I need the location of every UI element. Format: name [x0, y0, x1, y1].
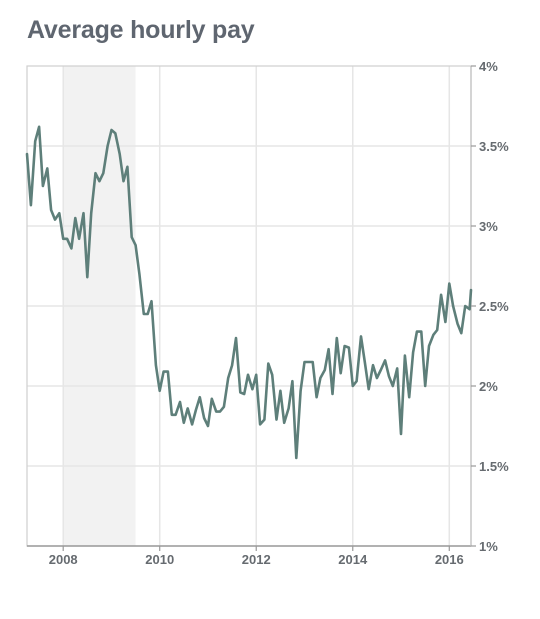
series-line	[25, 125, 473, 460]
y-tick-label: 2%	[479, 379, 498, 394]
y-tick-label: 3%	[479, 219, 498, 234]
x-tick-label: 2010	[145, 552, 174, 567]
x-tick-label: 2012	[242, 552, 271, 567]
x-tick-label: 2008	[49, 552, 78, 567]
y-tick-label: 2.5%	[479, 299, 509, 314]
x-tick-label: 2014	[338, 552, 368, 567]
y-tick-label: 1%	[479, 539, 498, 554]
chart-title: Average hourly pay	[27, 16, 255, 44]
x-tick-label: 2016	[435, 552, 464, 567]
y-tick-label: 3.5%	[479, 139, 509, 154]
y-tick-label: 4%	[479, 59, 498, 74]
y-tick-label: 1.5%	[479, 459, 509, 474]
